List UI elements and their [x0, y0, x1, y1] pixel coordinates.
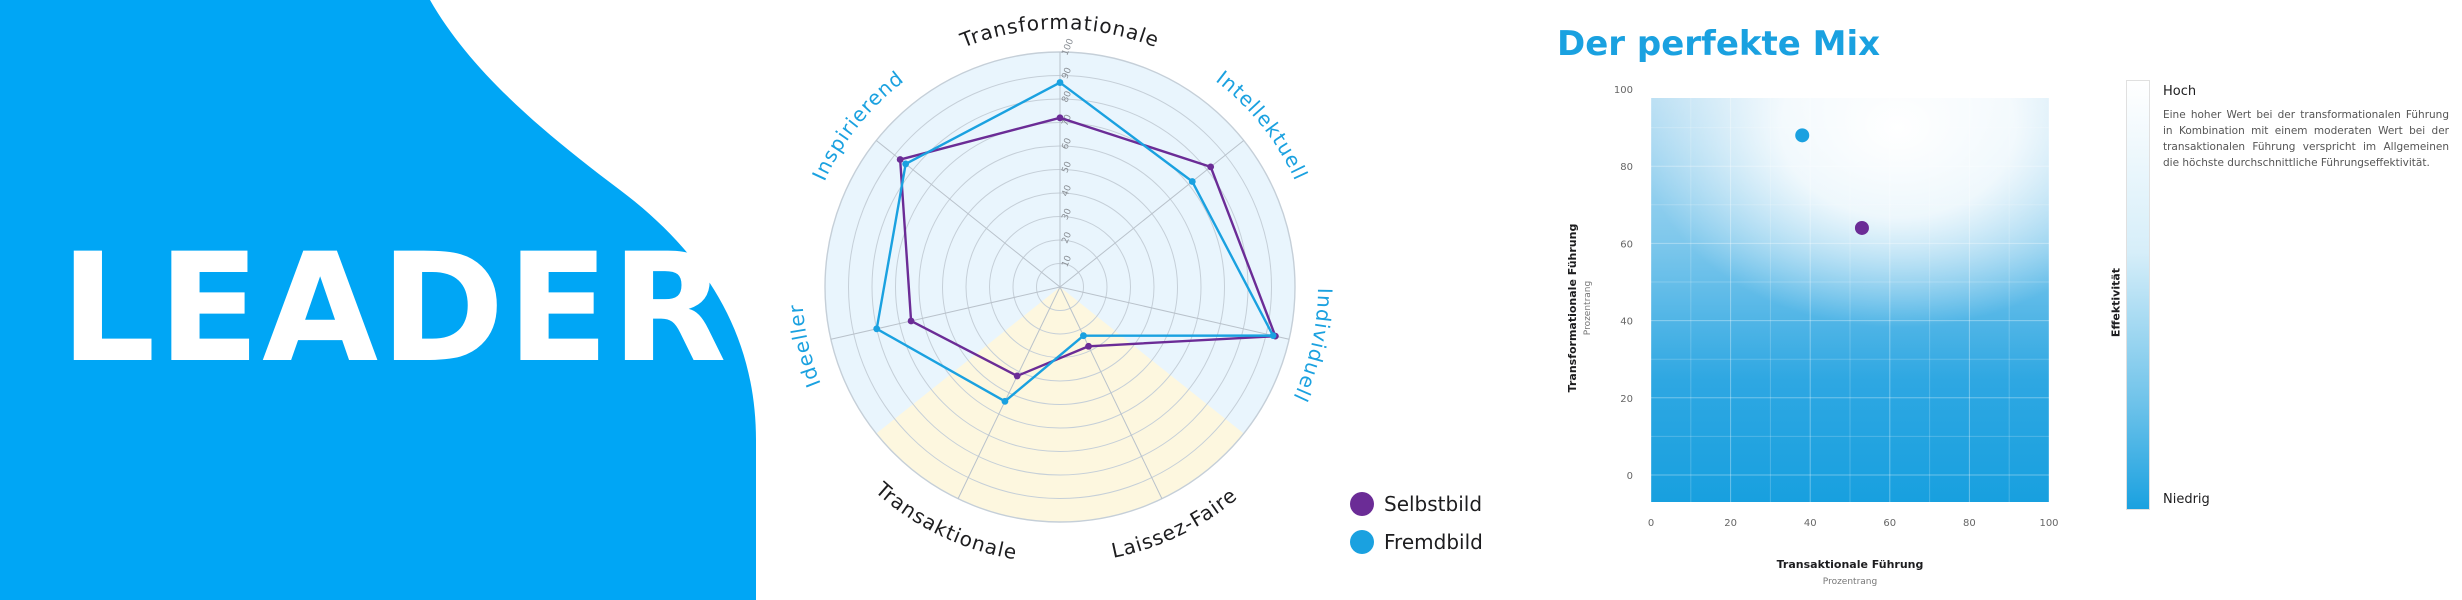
mix-x-axis-sublabel: Prozentrang [1823, 577, 1877, 587]
mix-x-tick-label: 100 [2039, 518, 2058, 529]
radar-point-fremdbild [1269, 332, 1277, 340]
leader-banner: LEADER [0, 0, 756, 600]
radar-spoke [830, 286, 1061, 340]
radar-spoke [957, 286, 1061, 499]
mix-plot-area [1651, 98, 2049, 502]
legend-swatch-selbst [1350, 492, 1374, 516]
legend-label-selbst: Selbstbild [1384, 492, 1483, 516]
mix-y-axis-sublabel: Prozentrang [1583, 281, 1593, 335]
radar-axis-label: Transformationale [956, 10, 1163, 53]
mix-y-tick-label: 0 [1627, 471, 1633, 482]
legend-label-fremd: Fremdbild [1384, 530, 1483, 554]
mix-heatmap-hotspot [1651, 98, 2049, 328]
radar-point-fremdbild [1080, 332, 1087, 340]
radar-point-fremdbild [873, 325, 881, 333]
mix-point-fremdbild [1795, 128, 1810, 143]
radar-spoke [1059, 286, 1290, 340]
radar-tick-label: 50 [1061, 160, 1075, 175]
mix-x-tick-label: 0 [1648, 518, 1654, 529]
mix-y-axis-label: Transformationale Führung [1566, 224, 1579, 393]
colorbar [2126, 80, 2150, 510]
colorbar-high-label: Hoch [2163, 84, 2197, 99]
radar-series-line-fremdbild [875, 81, 1275, 403]
radar-point-selbstbild [1085, 342, 1092, 350]
mix-y-tick-label: 60 [1620, 239, 1633, 250]
radar-point-fremdbild [902, 160, 910, 168]
mix-x-tick-label: 40 [1804, 518, 1817, 529]
radar-tick-label: 40 [1061, 184, 1075, 199]
legend-swatch-fremd [1350, 530, 1374, 554]
banner-shape [0, 0, 756, 600]
radar-axis-label-text: Transformationale [956, 10, 1162, 53]
colorbar-label: Effektivität [2109, 267, 2123, 338]
radar-point-selbstbild [1013, 372, 1021, 380]
radar-legend: Selbstbild Fremdbild [1350, 488, 1520, 568]
mix-x-tick-label: 60 [1883, 518, 1896, 529]
mix-y-tick-label: 80 [1620, 162, 1633, 173]
legend-item-selbst: Selbstbild [1350, 488, 1482, 520]
radar-tick-label: 20 [1061, 231, 1075, 246]
radar-point-fremdbild [1001, 397, 1009, 405]
radar-axis-label: Ideeller [784, 303, 826, 391]
mix-x-tick-label: 80 [1963, 518, 1976, 529]
banner-title: LEADER [60, 222, 729, 396]
radar-tick-label: 30 [1061, 207, 1075, 222]
mix-x-axis-label: Transaktionale Führung [1777, 558, 1924, 571]
radar-point-fremdbild [1056, 79, 1064, 86]
mix-chart: 0 20 40 60 80 100 0 20 40 60 80 100 Transaktionale F… [1566, 85, 2059, 587]
radar-chart: 102030405060708090100TransformationaleIn… [784, 10, 1337, 564]
radar-point-selbstbild [896, 156, 904, 163]
mix-description: Eine hoher Wert bei der transformational… [2163, 109, 2449, 169]
mix-point-selbstbild [1854, 220, 1869, 235]
radar-tick-label: 90 [1061, 66, 1075, 81]
legend-item-fremd: Fremdbild [1350, 526, 1483, 558]
radar-point-selbstbild [907, 317, 915, 325]
mix-x-tick-label: 20 [1724, 518, 1737, 529]
radar-point-selbstbild [1207, 163, 1215, 171]
radar-tick-label: 60 [1061, 137, 1075, 152]
radar-tick-label: 10 [1061, 254, 1075, 269]
radar-point-fremdbild [1188, 178, 1196, 185]
radar-axis-label-text: Ideeller [784, 303, 825, 391]
mix-y-tick-label: 20 [1620, 394, 1633, 405]
mix-y-tick-label: 40 [1620, 317, 1633, 328]
radar-axis-label: Individuell [1288, 288, 1337, 406]
radar-axis-label-text: Individuell [1288, 288, 1336, 406]
mix-y-tick-label: 100 [1614, 85, 1633, 96]
mix-title: Der perfekte Mix [1557, 24, 1881, 64]
radar-point-selbstbild [1056, 114, 1064, 122]
radar-spoke [1059, 286, 1163, 499]
colorbar-low-label: Niedrig [2163, 492, 2210, 507]
radar-tick-label: 80 [1061, 90, 1075, 105]
